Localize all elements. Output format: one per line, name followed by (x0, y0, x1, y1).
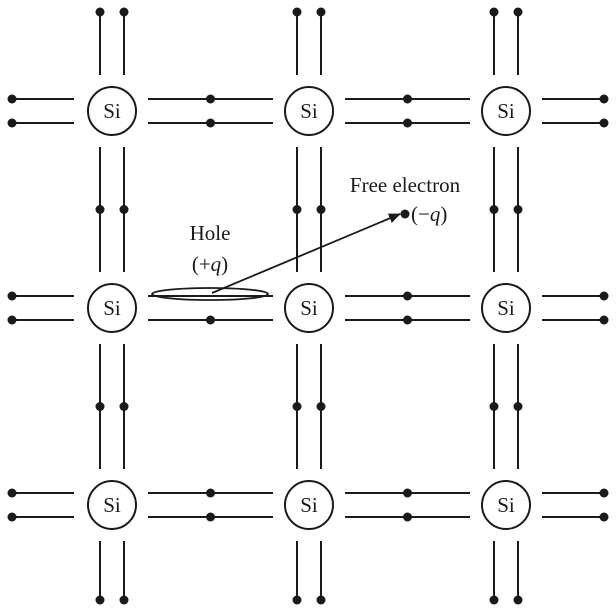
valence-electron-dot (513, 205, 523, 214)
valence-electron-dot (403, 291, 412, 301)
si-atom-label: Si (300, 493, 318, 517)
valence-electron-dot (7, 94, 17, 104)
si-atom: Si (481, 480, 531, 530)
valence-electron-dot (316, 595, 326, 605)
valence-electron-dot (403, 488, 412, 498)
hole-charge: (+q) (192, 252, 228, 276)
valence-electron-dot (489, 205, 499, 214)
si-atom-circle (87, 86, 137, 136)
valence-electron-dot (292, 402, 302, 411)
valence-electron-dot (599, 512, 609, 522)
free-electron-charge: (−q) (411, 202, 447, 226)
valence-electron-dot (403, 512, 412, 522)
valence-electron-dot (206, 315, 215, 325)
si-atom: Si (481, 283, 531, 333)
si-atom-label: Si (497, 99, 515, 123)
valence-electron-dot (7, 488, 17, 498)
si-atom: Si (284, 86, 334, 136)
escape-arrow (211, 213, 401, 294)
si-atom-label: Si (497, 296, 515, 320)
valence-electron-dot (7, 118, 17, 128)
hole-label: Hole (190, 221, 231, 245)
free-electron-charge-close: ) (440, 202, 447, 226)
valence-electron-dot (95, 402, 105, 411)
si-atom-label: Si (300, 99, 318, 123)
valence-electron-dot (403, 315, 412, 325)
si-atom: Si (87, 283, 137, 333)
hole-ellipse (151, 287, 269, 301)
valence-electron-dot (599, 315, 609, 325)
valence-electron-dot (599, 488, 609, 498)
valence-electron-dot (316, 205, 326, 214)
valence-electron-dot (119, 7, 129, 17)
valence-electrons (7, 7, 609, 605)
si-atom: Si (87, 86, 137, 136)
valence-electron-dot (7, 512, 17, 522)
hole-annotation: Hole (+q) (151, 221, 269, 301)
valence-electron-dot (599, 118, 609, 128)
si-atom-circle (284, 480, 334, 530)
hole-charge-close: ) (221, 252, 228, 276)
valence-electron-dot (316, 402, 326, 411)
valence-electron-dot (292, 7, 302, 17)
si-atom-circle (284, 283, 334, 333)
valence-electron-dot (7, 291, 17, 301)
si-atom-circle (481, 480, 531, 530)
valence-electron-dot (95, 205, 105, 214)
si-atom-circle (284, 86, 334, 136)
free-electron-dot (400, 209, 410, 219)
hole-charge-open: (+ (192, 252, 211, 276)
si-atom-circle (87, 480, 137, 530)
valence-electron-dot (513, 595, 523, 605)
valence-electron-dot (599, 291, 609, 301)
si-atom-circle (481, 283, 531, 333)
si-atom-label: Si (103, 99, 121, 123)
valence-electron-dot (403, 118, 412, 128)
si-atom: Si (284, 480, 334, 530)
valence-electron-dot (489, 402, 499, 411)
valence-electron-dot (292, 205, 302, 214)
valence-electron-dot (513, 7, 523, 17)
valence-electron-dot (599, 94, 609, 104)
si-atom-label: Si (103, 493, 121, 517)
valence-electron-dot (513, 402, 523, 411)
valence-electron-dot (489, 595, 499, 605)
free-electron-annotation: Free electron (−q) (211, 173, 461, 294)
valence-electron-dot (95, 7, 105, 17)
valence-electron-dot (206, 118, 215, 128)
valence-electron-dot (7, 315, 17, 325)
valence-electron-dot (292, 595, 302, 605)
valence-electron-dot (206, 94, 215, 104)
si-atom: Si (284, 283, 334, 333)
si-atom-label: Si (300, 296, 318, 320)
valence-electron-dot (119, 205, 129, 214)
valence-electron-dot (206, 488, 215, 498)
valence-electron-dot (119, 595, 129, 605)
silicon-atoms: Si Si Si Si Si Si Si Si Si (87, 86, 531, 530)
si-atom-label: Si (497, 493, 515, 517)
valence-electron-dot (95, 595, 105, 605)
free-electron-label: Free electron (350, 173, 461, 197)
valence-electron-dot (206, 512, 215, 522)
free-electron-charge-var: q (430, 202, 441, 226)
valence-electron-dot (489, 7, 499, 17)
si-atom: Si (87, 480, 137, 530)
valence-electron-dot (119, 402, 129, 411)
valence-electron-dot (316, 7, 326, 17)
si-atom-circle (87, 283, 137, 333)
free-electron-charge-open: (− (411, 202, 430, 226)
hole-charge-var: q (211, 252, 222, 276)
si-atom-label: Si (103, 296, 121, 320)
si-atom-circle (481, 86, 531, 136)
valence-electron-dot (403, 94, 412, 104)
si-atom: Si (481, 86, 531, 136)
